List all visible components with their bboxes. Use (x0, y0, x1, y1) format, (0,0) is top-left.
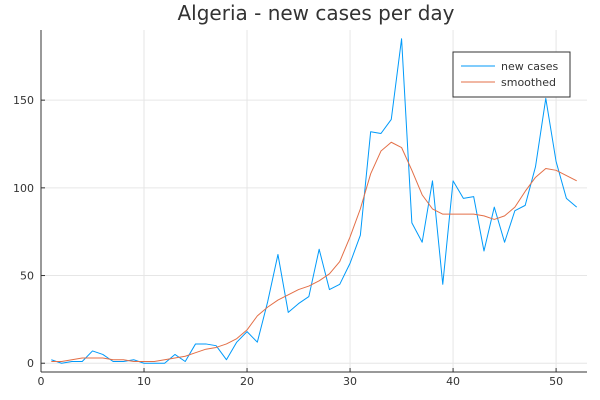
ticks: 0 10 20 30 40 50 0 50 100 150 (13, 94, 563, 388)
y-tick-label: 100 (13, 182, 34, 195)
legend-box (452, 51, 571, 98)
y-tick-label: 50 (20, 270, 34, 283)
x-tick-label: 40 (446, 375, 460, 388)
series-layer (51, 38, 578, 364)
x-tick-label: 10 (137, 375, 151, 388)
axes (40, 30, 587, 373)
legend-label-smoothed: smoothed (501, 76, 556, 89)
legend: new cases smoothed (452, 51, 571, 98)
x-tick-label: 20 (240, 375, 254, 388)
y-tick-label: 0 (27, 357, 34, 370)
series-line-smoothed (51, 141, 577, 362)
legend-label-new-cases: new cases (501, 60, 559, 73)
x-tick-label: 0 (38, 375, 45, 388)
chart-title: Algeria - new cases per day (177, 1, 454, 25)
grid-lines (40, 30, 587, 372)
x-tick-label: 30 (343, 375, 357, 388)
y-tick-label: 150 (13, 94, 34, 107)
x-tick-label: 50 (549, 375, 563, 388)
